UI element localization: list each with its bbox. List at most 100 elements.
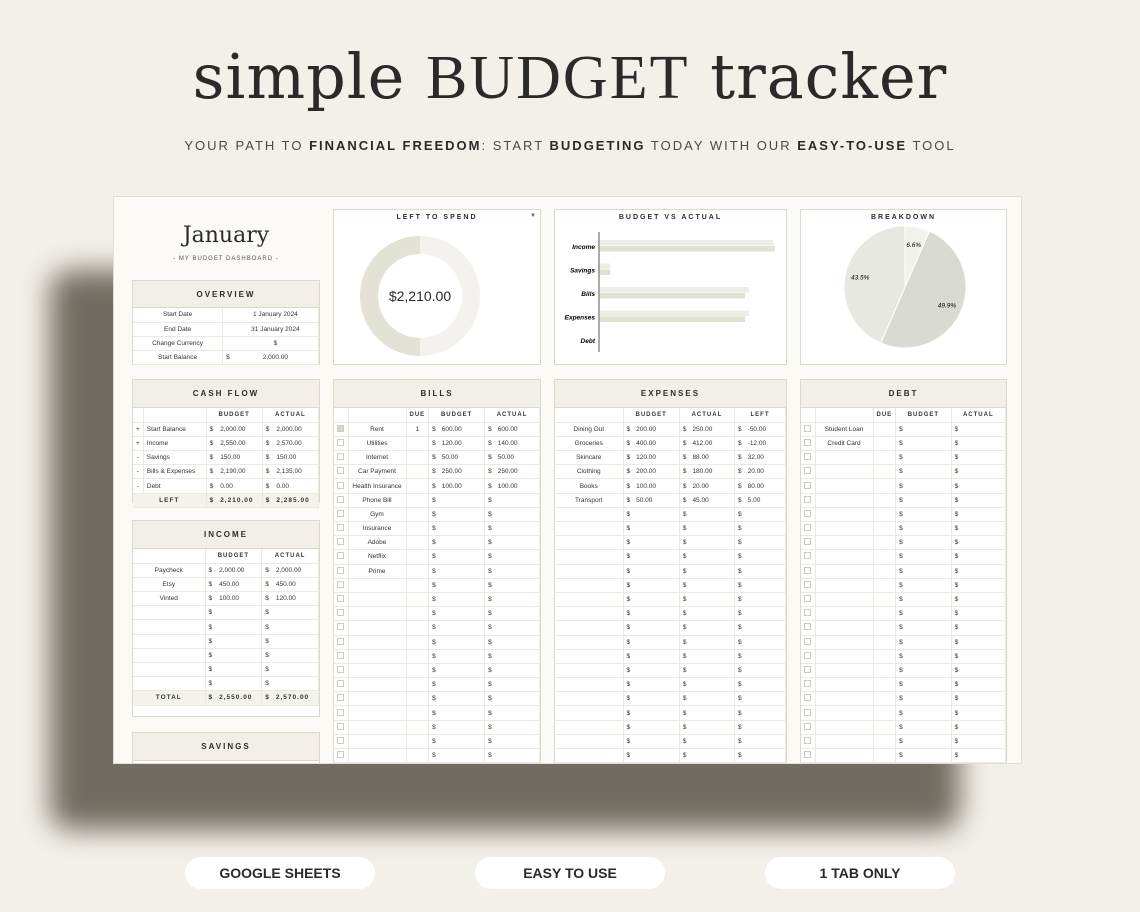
expense-label[interactable]: Skincare [555, 450, 624, 466]
budget-value[interactable] [438, 521, 486, 537]
actual-value[interactable] [961, 691, 1007, 707]
budget-value[interactable]: 100.00 [633, 478, 680, 494]
budget-value[interactable] [633, 535, 680, 551]
actual-value[interactable] [689, 649, 736, 664]
budget-value[interactable] [633, 705, 680, 721]
debt-label[interactable] [815, 677, 874, 693]
checkbox[interactable] [804, 609, 812, 617]
bill-label[interactable] [348, 720, 407, 735]
debt-due[interactable] [873, 436, 897, 452]
bill-label[interactable] [348, 620, 407, 636]
actual-value[interactable] [961, 705, 1007, 721]
budget-value[interactable] [216, 605, 263, 621]
budget-value[interactable] [905, 762, 952, 763]
income-label[interactable]: Vinted [133, 591, 206, 607]
checkbox[interactable] [337, 736, 345, 744]
bill-label[interactable] [348, 578, 407, 593]
actual-value[interactable]: 180.00 [689, 464, 736, 480]
debt-due[interactable] [873, 734, 897, 750]
checkbox[interactable] [337, 453, 345, 461]
checkbox[interactable] [804, 481, 812, 489]
overview-value[interactable]: 2,000.00 [232, 350, 319, 366]
budget-value[interactable] [905, 450, 952, 466]
debt-label[interactable] [815, 521, 874, 537]
actual-value[interactable] [494, 734, 540, 750]
checkbox[interactable] [804, 637, 812, 645]
actual-value[interactable] [494, 521, 540, 537]
bill-due[interactable] [406, 762, 430, 763]
budget-value[interactable]: 200.00 [633, 464, 680, 480]
budget-value[interactable] [438, 705, 486, 721]
debt-label[interactable] [815, 748, 874, 763]
actual-value[interactable] [494, 705, 540, 721]
budget-value[interactable]: 100.00 [216, 591, 263, 607]
income-label[interactable]: Etsy [133, 577, 206, 593]
checkbox[interactable] [804, 623, 812, 631]
budget-value[interactable] [438, 663, 486, 679]
actual-value[interactable] [961, 578, 1007, 593]
bill-label[interactable] [348, 592, 407, 608]
budget-value[interactable] [438, 734, 486, 750]
budget-value[interactable]: 150.00 [217, 450, 263, 466]
bill-label[interactable]: Gym [348, 507, 407, 523]
checkbox[interactable] [804, 595, 812, 603]
actual-value[interactable] [689, 663, 736, 679]
bill-label[interactable]: Prime [348, 564, 407, 579]
actual-value[interactable]: 2,000.00 [273, 422, 320, 437]
actual-value[interactable] [689, 535, 736, 551]
actual-value[interactable] [961, 521, 1007, 537]
expense-label[interactable] [555, 748, 624, 763]
budget-value[interactable] [633, 748, 680, 763]
checkbox[interactable] [804, 552, 812, 560]
budget-value[interactable]: 50.00 [633, 493, 680, 508]
checkbox[interactable] [804, 708, 812, 716]
actual-value[interactable] [961, 535, 1007, 551]
budget-value[interactable] [438, 578, 486, 593]
budget-value[interactable] [905, 705, 952, 721]
checkbox[interactable] [337, 722, 345, 730]
budget-value[interactable]: 450.00 [216, 577, 263, 593]
budget-value[interactable] [633, 521, 680, 537]
budget-value[interactable]: 200.00 [633, 422, 680, 437]
budget-value[interactable] [905, 635, 952, 650]
actual-value[interactable]: 600.00 [494, 422, 540, 437]
actual-value[interactable] [494, 592, 540, 608]
bill-label[interactable]: Phone Bill [348, 493, 407, 508]
income-label[interactable] [133, 662, 206, 678]
checkbox[interactable] [804, 580, 812, 588]
expense-label[interactable] [555, 507, 624, 523]
actual-value[interactable] [272, 648, 319, 664]
checkbox[interactable] [804, 438, 812, 446]
bill-due[interactable] [406, 705, 430, 721]
actual-value[interactable] [961, 549, 1007, 565]
checkbox[interactable] [804, 736, 812, 744]
debt-due[interactable] [873, 635, 897, 650]
bill-label[interactable] [348, 649, 407, 664]
budget-value[interactable]: 600.00 [438, 422, 486, 437]
debt-due[interactable] [873, 691, 897, 707]
dropdown-icon[interactable]: ▼ [530, 213, 536, 219]
debt-due[interactable] [873, 549, 897, 565]
actual-value[interactable] [689, 762, 736, 763]
checkbox[interactable] [337, 637, 345, 645]
budget-value[interactable] [438, 748, 486, 763]
budget-value[interactable] [905, 734, 952, 750]
expense-label[interactable]: Transport [555, 493, 624, 508]
budget-value[interactable] [438, 720, 486, 735]
actual-value[interactable] [494, 649, 540, 664]
expense-label[interactable] [555, 521, 624, 537]
bill-label[interactable] [348, 635, 407, 650]
bill-due[interactable] [406, 734, 430, 750]
checkbox[interactable] [337, 708, 345, 716]
checkbox[interactable] [337, 438, 345, 446]
checkbox[interactable] [337, 552, 345, 560]
budget-value[interactable] [216, 634, 263, 649]
income-label[interactable] [133, 619, 206, 635]
budget-value[interactable] [905, 521, 952, 537]
budget-value[interactable] [905, 436, 952, 452]
checkbox[interactable] [337, 538, 345, 546]
budget-value[interactable] [438, 620, 486, 636]
budget-value[interactable] [905, 663, 952, 679]
budget-value[interactable] [905, 748, 952, 763]
checkbox[interactable] [804, 509, 812, 517]
